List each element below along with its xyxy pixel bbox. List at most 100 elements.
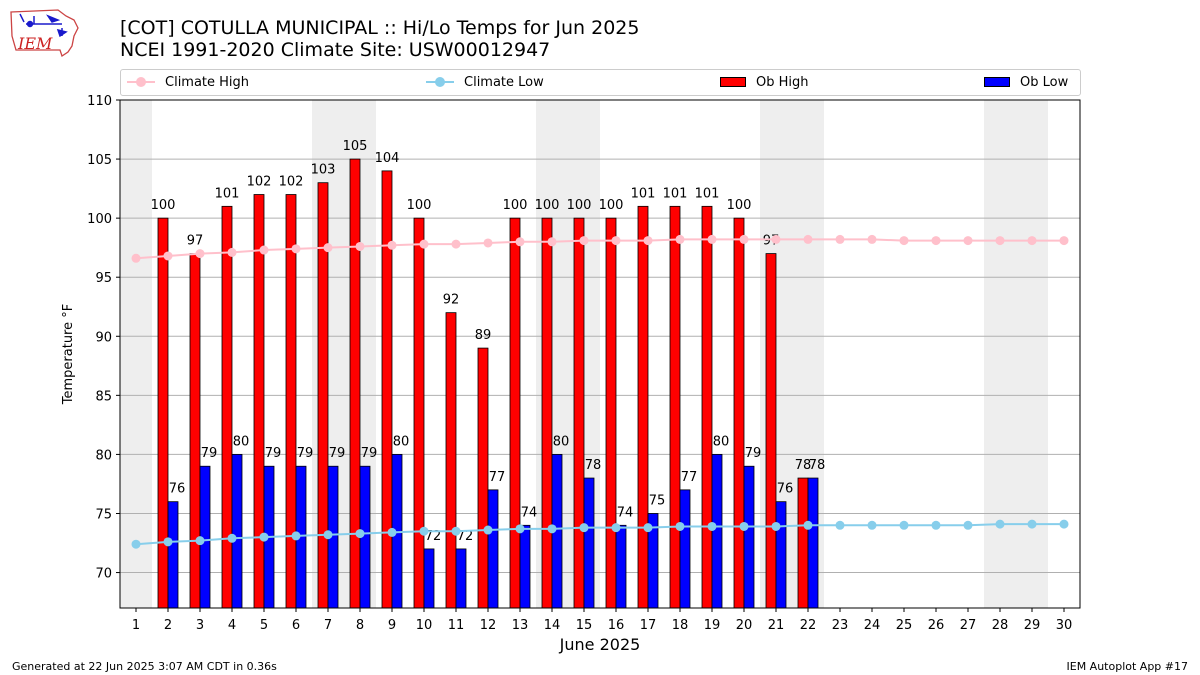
ob-high-label-14: 100 xyxy=(535,198,560,213)
ob-low-bar-16 xyxy=(615,524,627,609)
weekend-shade-day-1 xyxy=(120,100,152,608)
climate-high-point-18 xyxy=(675,234,685,244)
ob-high-bar-19 xyxy=(701,205,713,609)
climate-high-point-17 xyxy=(643,236,653,246)
ob-low-label-6: 79 xyxy=(297,446,314,461)
climate-low-point-8 xyxy=(355,529,365,539)
climate-low-point-12 xyxy=(483,525,493,535)
climate-low-point-2 xyxy=(163,537,173,547)
x-tick-label-24: 24 xyxy=(864,618,881,633)
ob-high-label-13: 100 xyxy=(503,198,528,213)
x-tick-label-3: 3 xyxy=(196,618,204,633)
ob-high-bar-3 xyxy=(189,253,201,609)
ob-high-bar-16 xyxy=(605,217,617,609)
climate-low-point-1 xyxy=(131,539,141,549)
climate-high-point-22 xyxy=(803,234,813,244)
x-tick-label-20: 20 xyxy=(736,618,753,633)
x-tick-label-4: 4 xyxy=(228,618,236,633)
ob-high-label-5: 102 xyxy=(247,175,272,190)
x-tick-label-7: 7 xyxy=(324,618,332,633)
ob-high-bar-20 xyxy=(733,217,745,609)
ob-high-bar-4 xyxy=(221,205,233,609)
climate-high-point-13 xyxy=(515,237,525,247)
legend-climate-high-label: Climate High xyxy=(165,74,250,90)
y-tick-label-90: 90 xyxy=(95,330,112,345)
ob-low-bar-22 xyxy=(807,477,819,609)
ob-high-bar-22 xyxy=(797,477,809,609)
x-tick-label-14: 14 xyxy=(544,618,561,633)
chart-legend: Climate High Climate Low Ob High Ob Low xyxy=(120,69,1081,96)
x-tick-label-19: 19 xyxy=(704,618,721,633)
climate-low-point-11 xyxy=(451,526,461,536)
ob-low-label-2: 76 xyxy=(169,482,186,497)
climate-high-point-14 xyxy=(547,237,557,247)
climate-low-point-17 xyxy=(643,523,653,533)
iem-logo-text: IEM xyxy=(17,34,53,53)
ob-low-bar-20 xyxy=(743,465,755,609)
ob-low-label-12: 77 xyxy=(489,470,506,485)
x-tick-label-28: 28 xyxy=(992,618,1009,633)
climate-high-point-9 xyxy=(387,240,397,250)
y-tick-label-110: 110 xyxy=(87,94,112,109)
chart-subtitle: NCEI 1991-2020 Climate Site: USW00012947 xyxy=(120,39,551,61)
legend-ob-high-label: Ob High xyxy=(756,74,809,90)
ob-high-bar-12 xyxy=(477,347,489,609)
ob-low-label-18: 77 xyxy=(681,470,698,485)
climate-high-point-26 xyxy=(931,236,941,246)
ob-low-label-17: 75 xyxy=(649,493,666,508)
climate-low-point-9 xyxy=(387,527,397,537)
climate-low-point-23 xyxy=(835,520,845,530)
x-tick-label-30: 30 xyxy=(1056,618,1073,633)
ob-low-bar-18 xyxy=(679,489,691,609)
climate-low-point-4 xyxy=(227,533,237,543)
ob-low-bar-15 xyxy=(583,477,595,609)
ob-high-label-10: 100 xyxy=(407,198,432,213)
plot-frame xyxy=(119,99,1081,609)
climate-high-point-28 xyxy=(995,236,1005,246)
legend-ob-low: Ob Low xyxy=(984,73,1068,91)
x-tick-label-26: 26 xyxy=(928,618,945,633)
climate-high-point-23 xyxy=(835,234,845,244)
climate-low-point-19 xyxy=(707,521,717,531)
ob-low-label-19: 80 xyxy=(713,434,730,449)
footer-app-label: IEM Autoplot App #17 xyxy=(1066,660,1189,673)
ob-high-bar-10 xyxy=(413,217,425,609)
x-tick-label-10: 10 xyxy=(416,618,433,633)
climate-low-point-5 xyxy=(259,532,269,542)
ob-high-bar-17 xyxy=(637,205,649,609)
ob-high-label-11: 92 xyxy=(443,293,460,308)
legend-climate-low-label: Climate Low xyxy=(464,74,544,90)
ob-high-label-22: 78 xyxy=(795,458,812,473)
iem-logo: IEM xyxy=(10,9,79,58)
x-tick-label-18: 18 xyxy=(672,618,689,633)
ob-high-label-9: 104 xyxy=(375,151,400,166)
ob-low-label-20: 79 xyxy=(745,446,762,461)
climate-low-point-14 xyxy=(547,524,557,534)
x-axis-label: June 2025 xyxy=(559,635,641,654)
x-tick-label-11: 11 xyxy=(448,618,465,633)
ob-low-label-15: 78 xyxy=(585,458,602,473)
ob-high-bar-21 xyxy=(765,253,777,609)
climate-high-point-8 xyxy=(355,241,365,251)
ob-high-bar-8 xyxy=(349,158,361,609)
x-tick-label-15: 15 xyxy=(576,618,593,633)
ob-low-label-5: 79 xyxy=(265,446,282,461)
climate-low-point-21 xyxy=(771,521,781,531)
climate-low-point-26 xyxy=(931,520,941,530)
ob-low-label-8: 79 xyxy=(361,446,378,461)
climate-high-point-4 xyxy=(227,247,237,257)
ob-low-label-16: 74 xyxy=(617,505,634,520)
climate-high-point-12 xyxy=(483,238,493,248)
climate-high-point-19 xyxy=(707,234,717,244)
ob-high-bar-14 xyxy=(541,217,553,609)
ob-high-label-2: 100 xyxy=(151,198,176,213)
climate-low-point-22 xyxy=(803,520,813,530)
ob-low-bar-4 xyxy=(231,454,243,609)
x-tick-label-1: 1 xyxy=(132,618,140,633)
climate-low-point-30 xyxy=(1059,519,1069,529)
ob-high-bar-18 xyxy=(669,205,681,609)
ob-high-label-12: 89 xyxy=(475,328,492,343)
x-tick-label-16: 16 xyxy=(608,618,625,633)
climate-high-point-3 xyxy=(195,249,205,259)
ob-high-label-15: 100 xyxy=(567,198,592,213)
